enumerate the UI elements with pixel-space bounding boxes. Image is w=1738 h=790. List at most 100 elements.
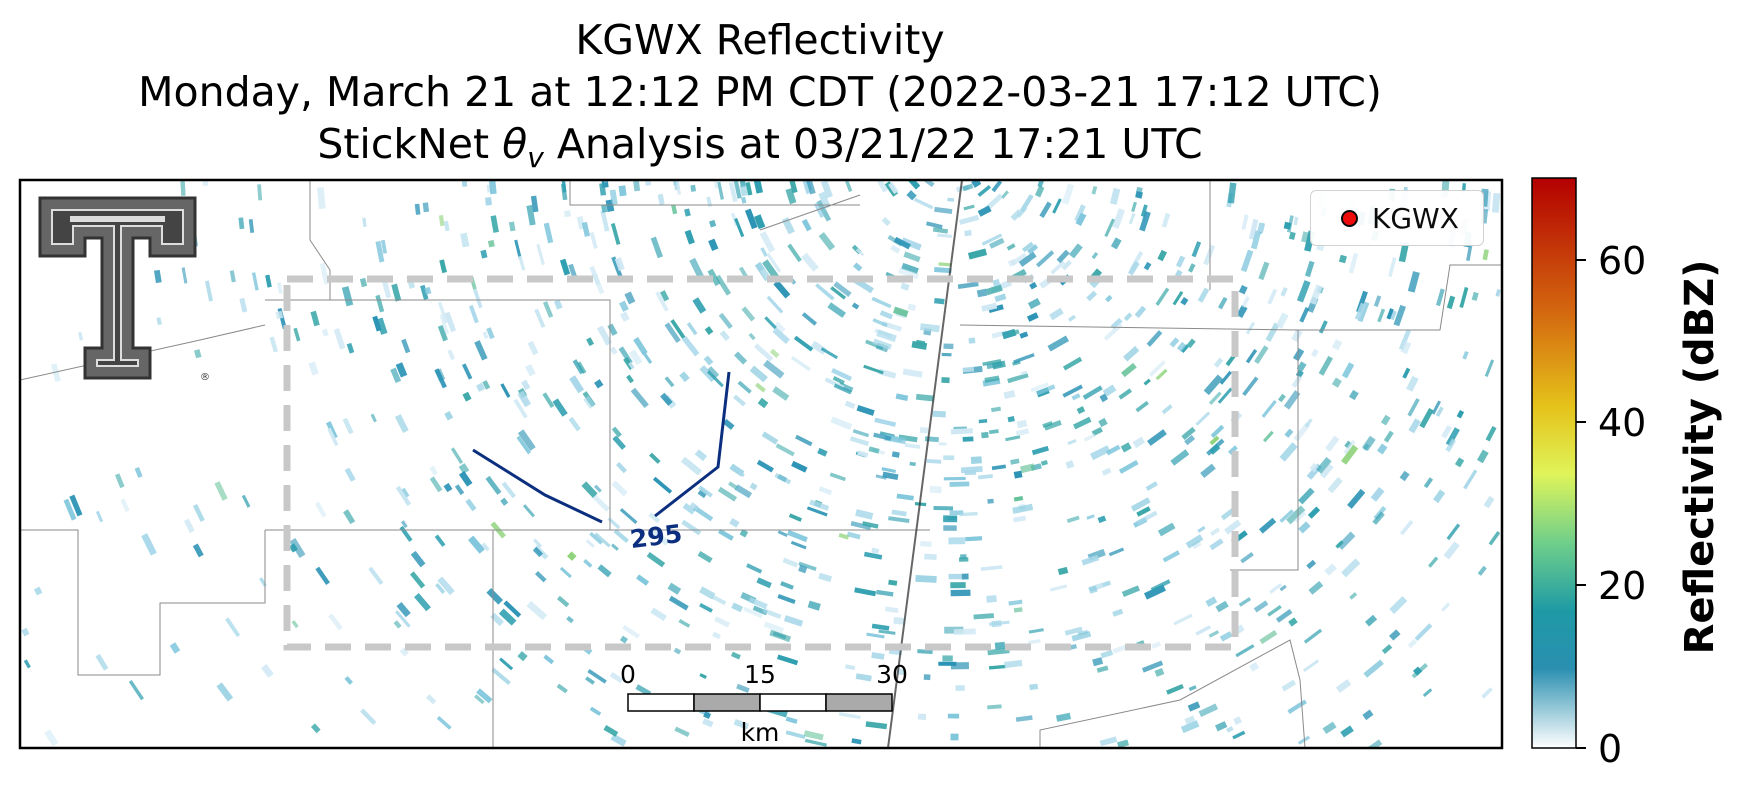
radar-cell <box>1096 665 1109 673</box>
radar-cell <box>517 390 532 408</box>
radar-cell <box>1482 249 1489 261</box>
radar-cell <box>1423 477 1434 489</box>
radar-cell <box>1013 607 1023 613</box>
radar-cell <box>652 476 673 494</box>
radar-cell <box>901 262 919 275</box>
radar-cell <box>128 680 144 701</box>
radar-cell <box>959 214 980 225</box>
radar-cell <box>1018 251 1037 267</box>
radar-cell <box>597 564 612 578</box>
radar-cell <box>967 248 988 260</box>
radar-cell <box>333 328 346 350</box>
radar-cell <box>1257 222 1266 233</box>
radar-cell <box>257 184 263 201</box>
radar-cell <box>1288 617 1298 627</box>
radar-cell <box>633 180 641 192</box>
radar-cell <box>753 180 764 194</box>
radar-cell <box>774 321 786 333</box>
radar-cell <box>833 383 852 395</box>
radar-cell <box>1155 368 1168 381</box>
radar-cell <box>1109 187 1121 205</box>
radar-cell <box>1407 271 1420 293</box>
radar-cell <box>1089 445 1111 461</box>
radar-cell <box>1363 659 1384 678</box>
radar-cell <box>713 180 719 189</box>
radar-cell <box>810 340 827 355</box>
scale-tick-15: 15 <box>744 660 776 689</box>
radar-cell <box>1091 251 1099 260</box>
radar-cell <box>1307 506 1321 519</box>
radar-cell <box>594 532 611 548</box>
radar-cell <box>697 487 708 499</box>
radar-cell <box>553 299 563 310</box>
radar-cell <box>699 365 716 383</box>
radar-cell <box>436 716 452 730</box>
radar-cell <box>957 281 979 289</box>
radar-cell <box>855 248 865 257</box>
radar-cell <box>1112 644 1129 654</box>
scale-segment <box>825 693 893 712</box>
radar-cell <box>1380 414 1391 426</box>
radar-cell <box>1050 260 1066 275</box>
radar-cell <box>326 421 338 439</box>
radar-cell <box>890 244 901 254</box>
radar-cell <box>871 547 880 554</box>
radar-cell <box>831 368 853 382</box>
radar-cell <box>344 467 356 482</box>
radar-cell <box>508 221 516 232</box>
radar-cell <box>1372 511 1385 525</box>
radar-cell <box>610 223 621 245</box>
radar-cell <box>924 553 937 561</box>
radar-cell <box>1052 198 1062 214</box>
radar-cell <box>948 573 962 580</box>
radar-cell <box>790 540 807 550</box>
radar-cell <box>1143 378 1151 386</box>
radar-cell <box>924 436 939 443</box>
radar-cell <box>396 601 411 618</box>
radar-cell <box>1020 370 1028 376</box>
radar-cell <box>1386 308 1394 320</box>
radar-cell <box>881 217 891 227</box>
radar-cell <box>736 683 750 693</box>
radar-cell <box>503 600 522 618</box>
radar-cell <box>1073 416 1092 430</box>
radar-cell <box>1088 585 1098 594</box>
radar-cell <box>1062 356 1083 371</box>
radar-cell <box>589 231 598 249</box>
radar-cell <box>50 363 61 383</box>
radar-cell <box>1245 348 1258 364</box>
radar-cell <box>1140 204 1148 217</box>
radar-cell <box>291 620 299 629</box>
radar-cell <box>963 204 975 211</box>
radar-cell <box>1219 631 1233 642</box>
radar-cell <box>888 516 910 523</box>
radar-cell <box>953 628 976 635</box>
radar-cell <box>783 615 804 627</box>
radar-cell <box>1026 312 1039 322</box>
radar-cell <box>1076 406 1086 415</box>
radar-cell <box>761 431 779 445</box>
radar-cell <box>762 259 780 281</box>
radar-cell <box>984 375 1000 383</box>
radar-cell <box>1279 442 1298 462</box>
radar-cell <box>1265 322 1280 342</box>
radar-cell <box>543 654 555 665</box>
radar-cell <box>572 359 585 375</box>
radar-cell <box>955 685 965 691</box>
radar-cell <box>516 435 531 455</box>
radar-cell <box>1419 407 1434 429</box>
radar-cell <box>1091 185 1098 195</box>
radar-cell <box>991 464 1007 471</box>
radar-cell <box>583 559 593 568</box>
radar-cell <box>699 602 713 613</box>
theta-v-contour-right <box>654 371 731 518</box>
radar-cell <box>1071 631 1092 642</box>
radar-cell <box>734 484 753 499</box>
radar-cell <box>1348 252 1359 274</box>
radar-cell <box>772 386 790 401</box>
radar-cell <box>225 617 241 638</box>
county-borders <box>20 180 1502 748</box>
radar-cell <box>744 208 758 230</box>
radar-cell <box>684 208 691 217</box>
radar-cell <box>1117 739 1129 748</box>
